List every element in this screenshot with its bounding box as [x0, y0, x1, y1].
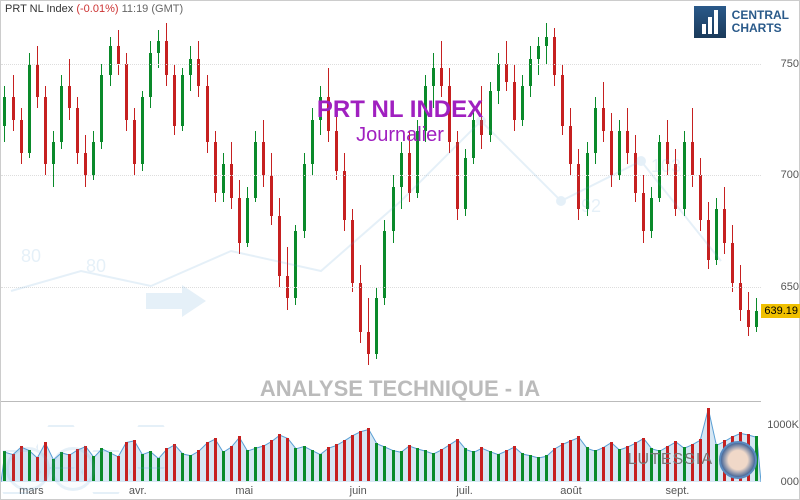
- watermark: LUTESSIA: [628, 441, 757, 479]
- x-axis-label: avr.: [129, 485, 147, 497]
- watermark-text: LUTESSIA: [628, 451, 713, 469]
- x-axis-label: mars: [19, 485, 43, 497]
- volume-y-label: 1000K: [767, 419, 799, 431]
- y-axis-label: 700: [781, 169, 799, 181]
- avatar-icon: [719, 441, 757, 479]
- current-price-tag: 639.19: [761, 304, 800, 318]
- x-axis-label: août: [560, 485, 581, 497]
- candlestick-series: [1, 19, 761, 399]
- brand-logo: CENTRAL CHARTS: [694, 6, 789, 38]
- timestamp: 11:19 (GMT): [122, 3, 184, 15]
- x-axis-label: mai: [235, 485, 253, 497]
- price-y-axis: 650 700 750: [761, 19, 800, 399]
- index-name: PRT NL Index: [5, 3, 73, 15]
- x-axis: mars avr. mai juin juil. août sept.: [1, 481, 761, 499]
- price-panel[interactable]: 650700750 639.19: [1, 19, 761, 399]
- logo-text: CENTRAL CHARTS: [732, 9, 789, 35]
- volume-y-label: 000: [781, 476, 799, 488]
- chart-container: PRT NL Index (-0.01%) 11:19 (GMT) CENTRA…: [0, 0, 800, 500]
- y-axis-label: 750: [781, 58, 799, 70]
- volume-y-axis: 0001000K: [761, 402, 800, 481]
- x-axis-label: juil.: [456, 485, 473, 497]
- logo-icon: [694, 6, 726, 38]
- x-axis-label: sept.: [665, 485, 689, 497]
- x-axis-label: juin: [350, 485, 367, 497]
- y-axis-label: 650: [781, 281, 799, 293]
- chart-header: PRT NL Index (-0.01%) 11:19 (GMT): [5, 3, 183, 15]
- pct-change: (-0.01%): [76, 3, 118, 15]
